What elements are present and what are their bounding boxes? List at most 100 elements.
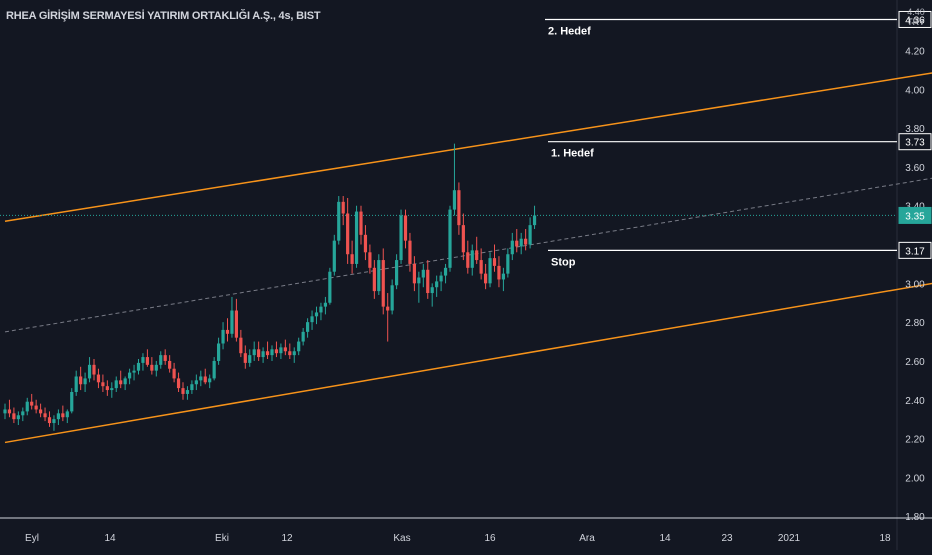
candle-body bbox=[65, 411, 69, 418]
price-label-box bbox=[898, 10, 932, 28]
candle-body bbox=[372, 267, 376, 292]
candle bbox=[297, 337, 301, 356]
candle-body bbox=[230, 310, 234, 334]
candle-body bbox=[199, 376, 203, 381]
candle bbox=[314, 306, 319, 325]
candle bbox=[136, 359, 141, 375]
candle-body bbox=[479, 260, 483, 274]
candle bbox=[12, 407, 16, 424]
x-tick-label: 14 bbox=[659, 533, 671, 544]
candle bbox=[519, 232, 523, 255]
candle bbox=[506, 248, 510, 278]
candle-body bbox=[101, 382, 105, 387]
candle-body bbox=[488, 258, 492, 284]
y-tick-label: 1.80 bbox=[905, 512, 925, 523]
candle bbox=[439, 271, 443, 292]
candle-body bbox=[359, 211, 363, 235]
candle-body bbox=[159, 355, 163, 365]
candle-body bbox=[448, 209, 452, 268]
candle-body bbox=[346, 213, 350, 255]
candle bbox=[426, 260, 430, 299]
candle-body bbox=[354, 211, 359, 264]
candle-body bbox=[528, 225, 532, 245]
candle-body bbox=[239, 337, 243, 354]
candle-body bbox=[297, 341, 301, 352]
axes-layer: 4.204.003.803.603.403.002.802.602.402.20… bbox=[25, 10, 932, 544]
candle bbox=[359, 205, 363, 245]
currency-label: TRY bbox=[907, 17, 925, 27]
candle-body bbox=[421, 269, 425, 278]
candle bbox=[461, 213, 465, 261]
candle-body bbox=[341, 201, 345, 214]
candle-body bbox=[381, 260, 385, 307]
level-price-label: 4.36 bbox=[898, 10, 932, 28]
candle-body bbox=[114, 380, 118, 389]
candle bbox=[417, 271, 421, 303]
candle-body bbox=[176, 378, 181, 389]
candle-body bbox=[83, 378, 87, 385]
candle bbox=[225, 318, 230, 342]
last-price-label: 3.35 bbox=[898, 206, 932, 224]
candle-body bbox=[47, 417, 52, 424]
candle bbox=[199, 370, 203, 387]
candle bbox=[252, 341, 256, 361]
candle bbox=[194, 374, 198, 391]
candle-body bbox=[243, 353, 247, 363]
candle-body bbox=[439, 275, 443, 282]
candle-body bbox=[190, 384, 194, 391]
candle bbox=[21, 407, 25, 422]
candle bbox=[261, 347, 265, 363]
currency-badge[interactable]: 4.40 TRY bbox=[903, 8, 929, 27]
candle-body bbox=[261, 351, 265, 358]
candle bbox=[203, 368, 207, 385]
candle-body bbox=[408, 240, 412, 264]
candle-body bbox=[363, 234, 368, 253]
candle-body bbox=[274, 349, 279, 354]
candle bbox=[25, 397, 29, 416]
candle-body bbox=[519, 238, 523, 247]
candle-body bbox=[510, 240, 514, 255]
candle-body bbox=[248, 355, 252, 363]
x-tick-label: 2021 bbox=[778, 533, 801, 544]
candle bbox=[283, 339, 287, 356]
candle-body bbox=[265, 351, 270, 356]
level-label: 1. Hedef bbox=[551, 148, 594, 160]
candle bbox=[408, 232, 412, 272]
candle bbox=[234, 298, 238, 342]
candle-body bbox=[154, 364, 158, 371]
candle bbox=[3, 403, 7, 420]
candle bbox=[52, 415, 56, 431]
candle bbox=[457, 182, 461, 235]
candle-body bbox=[395, 260, 399, 286]
candle bbox=[501, 267, 505, 292]
candle-body bbox=[497, 265, 501, 280]
candle bbox=[319, 302, 323, 321]
candle-body bbox=[466, 252, 470, 268]
candle bbox=[34, 399, 38, 414]
candle bbox=[43, 407, 47, 422]
candle bbox=[168, 355, 172, 373]
candle bbox=[475, 236, 479, 264]
candle-body bbox=[377, 260, 381, 292]
candle bbox=[47, 411, 52, 427]
candle bbox=[306, 318, 310, 338]
candle bbox=[484, 263, 488, 290]
price-label-text: 3.35 bbox=[905, 211, 925, 222]
y-tick-label: 2.20 bbox=[905, 435, 925, 446]
channel-layer bbox=[0, 72, 932, 444]
candle-body bbox=[141, 357, 145, 363]
candle bbox=[110, 382, 114, 398]
candle-body bbox=[234, 310, 238, 338]
y-tick-label: 3.80 bbox=[905, 124, 925, 135]
candle bbox=[430, 283, 434, 307]
level-label: 2. Hedef bbox=[548, 25, 591, 37]
y-tick-label: 4.20 bbox=[905, 47, 925, 58]
candle-body bbox=[524, 238, 528, 245]
y-tick-label: 2.60 bbox=[905, 357, 925, 368]
candle-body bbox=[70, 392, 74, 412]
x-tick-label: Ara bbox=[579, 533, 595, 544]
candle bbox=[524, 229, 528, 251]
y-tick-label: 2.40 bbox=[905, 396, 925, 407]
